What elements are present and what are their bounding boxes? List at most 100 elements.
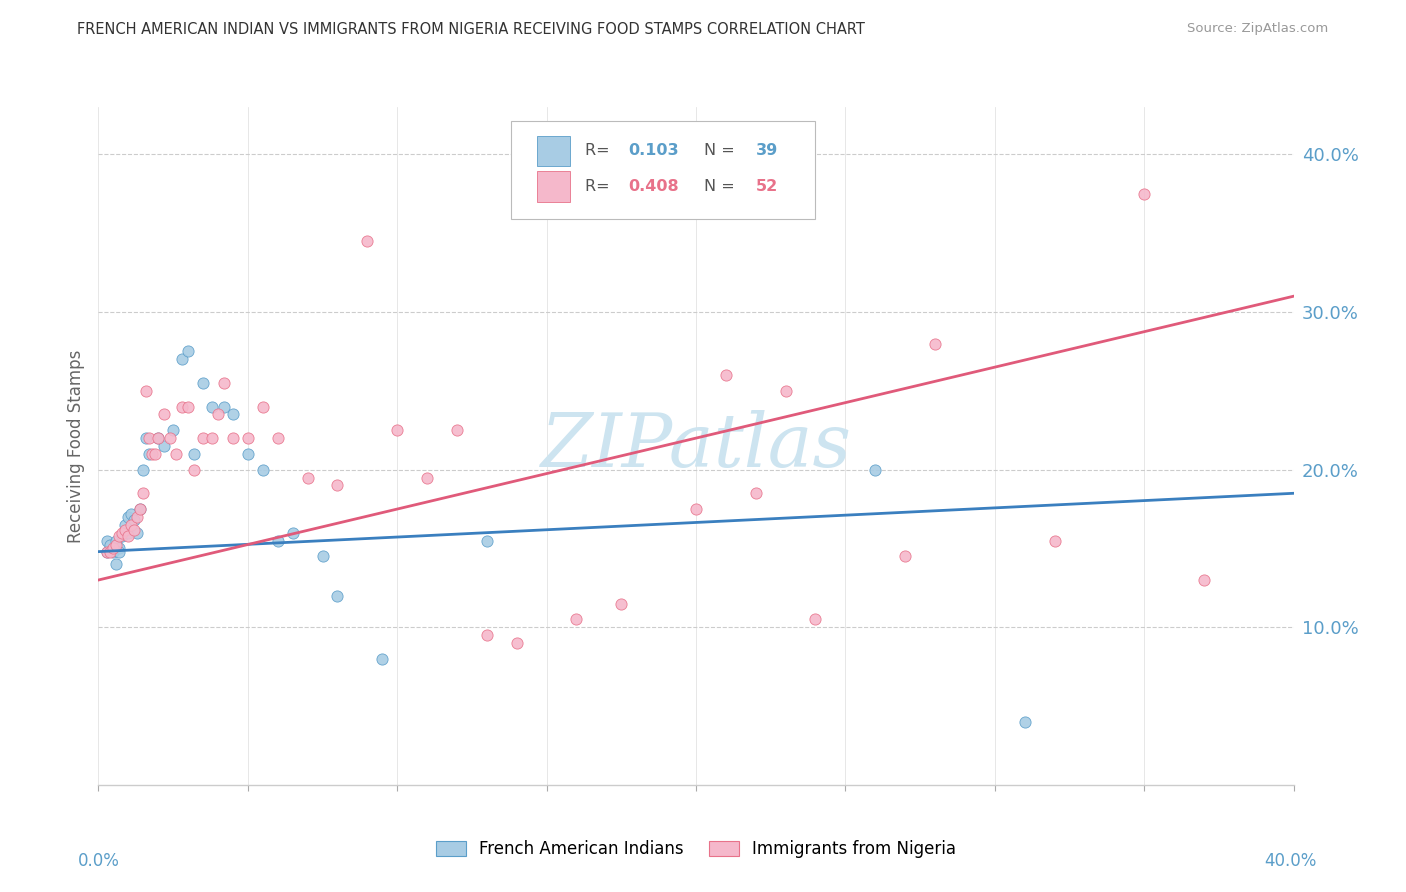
Point bbox=[775, 384, 797, 398]
Point bbox=[127, 510, 149, 524]
Text: N =: N = bbox=[704, 143, 740, 158]
Text: ZIPatlas: ZIPatlas bbox=[540, 409, 852, 483]
Text: R=: R= bbox=[585, 179, 614, 194]
FancyBboxPatch shape bbox=[510, 120, 815, 219]
Point bbox=[212, 400, 235, 414]
Text: 40.0%: 40.0% bbox=[1264, 852, 1317, 870]
Point bbox=[124, 523, 146, 537]
Point bbox=[117, 529, 139, 543]
Point bbox=[96, 544, 118, 558]
Point bbox=[894, 549, 917, 564]
Text: Source: ZipAtlas.com: Source: ZipAtlas.com bbox=[1188, 22, 1329, 36]
Point bbox=[1133, 186, 1156, 201]
Point bbox=[120, 517, 142, 532]
Point bbox=[865, 463, 887, 477]
Point bbox=[153, 408, 176, 422]
Point bbox=[153, 439, 176, 453]
Point bbox=[114, 517, 136, 532]
Point bbox=[124, 513, 146, 527]
Point bbox=[222, 431, 245, 445]
Point bbox=[1192, 573, 1215, 587]
Point bbox=[129, 502, 152, 516]
Point bbox=[714, 368, 737, 382]
Point bbox=[191, 376, 214, 390]
Point bbox=[111, 525, 134, 540]
Text: 52: 52 bbox=[756, 179, 778, 194]
Point bbox=[356, 234, 378, 248]
Point bbox=[177, 400, 200, 414]
Point bbox=[416, 470, 439, 484]
Point bbox=[326, 589, 349, 603]
Point bbox=[267, 533, 290, 548]
Point bbox=[1014, 714, 1036, 729]
Point bbox=[252, 400, 274, 414]
Point bbox=[135, 384, 157, 398]
Point bbox=[165, 447, 187, 461]
Point bbox=[141, 447, 163, 461]
Point bbox=[132, 463, 155, 477]
Point bbox=[924, 336, 946, 351]
Point bbox=[108, 544, 131, 558]
Point bbox=[138, 431, 160, 445]
Point bbox=[105, 558, 128, 572]
Text: FRENCH AMERICAN INDIAN VS IMMIGRANTS FROM NIGERIA RECEIVING FOOD STAMPS CORRELAT: FRENCH AMERICAN INDIAN VS IMMIGRANTS FRO… bbox=[77, 22, 865, 37]
Point bbox=[103, 541, 125, 556]
Point bbox=[98, 538, 122, 552]
Point bbox=[236, 447, 259, 461]
Point bbox=[129, 502, 152, 516]
Text: 39: 39 bbox=[756, 143, 778, 158]
Point bbox=[117, 525, 139, 540]
Y-axis label: Receiving Food Stamps: Receiving Food Stamps bbox=[66, 350, 84, 542]
Text: 0.103: 0.103 bbox=[628, 143, 679, 158]
Point bbox=[745, 486, 768, 500]
Point bbox=[201, 400, 224, 414]
Point bbox=[281, 525, 304, 540]
Point bbox=[201, 431, 224, 445]
Point bbox=[475, 628, 498, 642]
Point bbox=[120, 507, 142, 521]
Point bbox=[105, 538, 128, 552]
Point bbox=[177, 344, 200, 359]
Point bbox=[371, 652, 394, 666]
Point bbox=[132, 486, 155, 500]
Point bbox=[148, 431, 170, 445]
Point bbox=[172, 400, 194, 414]
Point bbox=[108, 541, 131, 556]
Point bbox=[183, 447, 205, 461]
FancyBboxPatch shape bbox=[537, 171, 571, 202]
Point bbox=[252, 463, 274, 477]
Point bbox=[267, 431, 290, 445]
Text: 0.408: 0.408 bbox=[628, 179, 679, 194]
Point bbox=[207, 408, 229, 422]
Point bbox=[138, 447, 160, 461]
Point bbox=[135, 431, 157, 445]
Point bbox=[172, 352, 194, 367]
Point bbox=[191, 431, 214, 445]
Text: N =: N = bbox=[704, 179, 740, 194]
Point bbox=[326, 478, 349, 492]
Point bbox=[159, 431, 181, 445]
Point bbox=[96, 533, 118, 548]
Point bbox=[446, 423, 468, 437]
Point bbox=[475, 533, 498, 548]
Point bbox=[565, 612, 588, 626]
Point bbox=[98, 544, 122, 558]
Point bbox=[222, 408, 245, 422]
Point bbox=[183, 463, 205, 477]
Point bbox=[111, 529, 134, 543]
Point bbox=[311, 549, 333, 564]
Point bbox=[297, 470, 319, 484]
Point bbox=[148, 431, 170, 445]
Point bbox=[506, 636, 529, 650]
Point bbox=[212, 376, 235, 390]
Text: 0.0%: 0.0% bbox=[77, 852, 120, 870]
Point bbox=[1043, 533, 1066, 548]
Text: R=: R= bbox=[585, 143, 614, 158]
Point bbox=[236, 431, 259, 445]
Legend: French American Indians, Immigrants from Nigeria: French American Indians, Immigrants from… bbox=[429, 833, 963, 864]
Point bbox=[114, 523, 136, 537]
Point bbox=[804, 612, 827, 626]
Point bbox=[127, 525, 149, 540]
Point bbox=[610, 597, 633, 611]
Point bbox=[143, 447, 166, 461]
